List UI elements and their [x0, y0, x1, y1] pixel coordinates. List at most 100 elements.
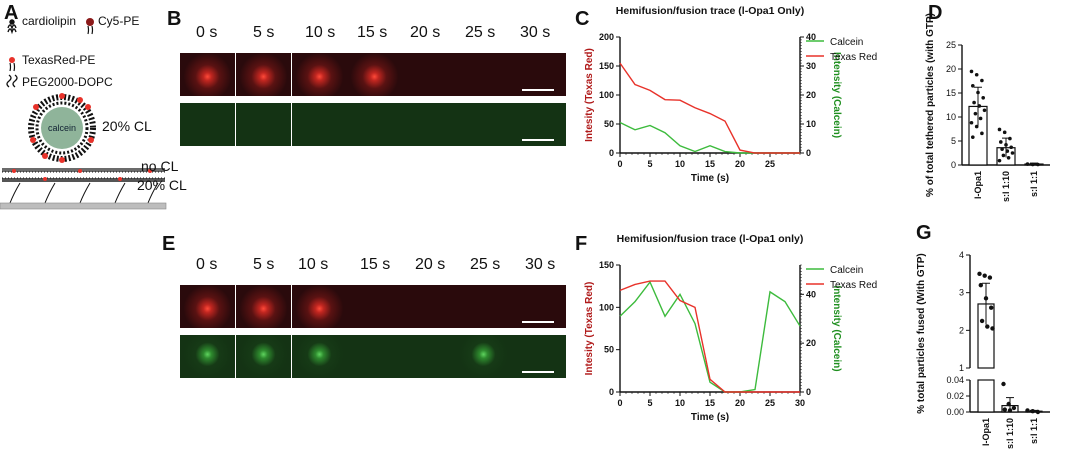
- x-tick-label: 20: [735, 159, 745, 169]
- green-channel-frame: [180, 335, 235, 378]
- series-line-texas-red: [619, 62, 800, 154]
- x-tick-label: 20: [735, 398, 745, 408]
- y-tick-label: 0: [951, 160, 956, 170]
- y-tick-label-left: 50: [604, 119, 614, 129]
- time-label: 5 s: [253, 24, 275, 41]
- peg2000-dopc-icon: [6, 74, 18, 88]
- chart-title: Hemifusion/fusion trace (l-Opa1 Only): [616, 5, 804, 17]
- y-tick-label: 10: [946, 112, 956, 122]
- red-channel-frame: [236, 53, 291, 96]
- x-category-label: s:l 1:10: [1005, 418, 1015, 449]
- y-tick-label: 25: [946, 40, 956, 50]
- red-channel-frame: [401, 285, 456, 328]
- time-label: 0 s: [196, 24, 218, 41]
- red-channel-frame: [456, 53, 511, 96]
- y-axis-label-right: Intensity (Calcein): [831, 285, 842, 371]
- data-point: [990, 326, 995, 331]
- data-point: [997, 158, 1002, 163]
- x-tick-label: 30: [795, 398, 805, 408]
- green-channel-frame: [347, 103, 402, 146]
- y-tick-label-lower: 0.00: [946, 407, 964, 417]
- green-channel-frame: [456, 335, 511, 378]
- legend-label: Texas Red: [830, 280, 877, 291]
- bilayer-label-20cl: 20% CL: [137, 177, 187, 193]
- y-tick-label-right: 10: [806, 119, 816, 129]
- data-point: [982, 273, 987, 278]
- scale-bar: [522, 139, 554, 141]
- y-tick-label-lower: 0.04: [946, 375, 964, 385]
- red-channel-frame: [180, 285, 235, 328]
- bilayer-icon: [0, 168, 167, 210]
- data-point: [989, 305, 994, 310]
- data-point: [969, 69, 974, 74]
- time-label: 20 s: [410, 24, 441, 41]
- y-axis-label-left: Intesity (Texas Red): [584, 282, 595, 376]
- time-label: 5 s: [253, 256, 275, 273]
- data-point: [1002, 407, 1007, 412]
- y-tick-label-right: 20: [806, 338, 816, 348]
- data-point: [1002, 130, 1007, 135]
- data-point: [1035, 409, 1041, 415]
- x-category-label: s:l 1:10: [1001, 171, 1011, 202]
- time-label: 10 s: [305, 24, 336, 41]
- cardiolipin-icon: [7, 19, 17, 35]
- panel-label-f: F: [575, 233, 588, 255]
- time-label: 20 s: [415, 256, 446, 273]
- y-tick-label-left: 100: [599, 90, 614, 100]
- y-axis-label-right: Intensity (Calcein): [831, 52, 842, 138]
- data-point: [997, 127, 1002, 132]
- legend-cardiolipin: cardiolipin: [22, 14, 77, 28]
- y-tick-label-right: 40: [806, 32, 816, 42]
- vesicle-core-label: calcein: [48, 123, 77, 133]
- data-point: [1030, 162, 1035, 167]
- chart-f: Hemifusion/fusion trace (l-Opa1 only) 0 5 1…: [584, 233, 877, 423]
- green-channel-frame: [347, 335, 402, 378]
- panel-label-g: G: [916, 222, 932, 244]
- data-point: [1011, 405, 1017, 411]
- scale-bar: [522, 321, 554, 323]
- red-channel-frame: [511, 53, 566, 96]
- y-axis-label-left: Intesity (Texas Red): [584, 48, 595, 142]
- red-channel-frame: [292, 53, 347, 96]
- data-point: [980, 131, 984, 136]
- x-tick-label: 5: [647, 159, 652, 169]
- time-label: 0 s: [196, 256, 218, 273]
- data-point: [982, 108, 987, 113]
- red-channel-frame: [401, 53, 456, 96]
- data-point: [1009, 145, 1013, 150]
- legend-texasred-pe: TexasRed-PE: [22, 53, 96, 67]
- green-channel-frame: [401, 335, 456, 378]
- time-label: 15 s: [360, 256, 391, 273]
- chart-c: Hemifusion/fusion trace (l-Opa1 Only) 0 5 1…: [584, 5, 877, 184]
- y-tick-label-left: 0: [609, 387, 614, 397]
- data-point: [1008, 136, 1012, 141]
- data-point: [1007, 408, 1013, 413]
- x-tick-label: 25: [765, 159, 775, 169]
- bilayer-label-no-cl: no CL: [141, 158, 179, 174]
- data-point: [978, 282, 983, 288]
- data-point: [1006, 156, 1011, 160]
- data-point: [977, 104, 982, 108]
- panel-label-c: C: [575, 8, 590, 30]
- panel-label-a: A: [4, 2, 19, 24]
- data-point: [977, 271, 982, 277]
- red-channel-frame: [292, 285, 347, 328]
- x-category-label: l-Opa1: [973, 171, 983, 199]
- x-tick-label: 0: [617, 398, 622, 408]
- data-point: [981, 96, 985, 100]
- series-line-texas-red: [619, 280, 800, 393]
- data-point: [985, 324, 990, 329]
- data-point: [999, 140, 1003, 144]
- x-category-label: s:l 1:1: [1029, 418, 1039, 444]
- chart-title: Hemifusion/fusion trace (l-Opa1 only): [617, 233, 804, 245]
- green-channel-frame: [511, 103, 566, 146]
- data-point: [980, 78, 984, 83]
- bar-lower-segment: [977, 379, 995, 413]
- y-tick-label-right: 0: [806, 148, 811, 158]
- vesicle-cl-label: 20% CL: [102, 118, 152, 134]
- data-point: [1010, 151, 1015, 155]
- legend-cy5-pe: Cy5-PE: [98, 14, 140, 28]
- red-channel-frame: [456, 285, 511, 328]
- x-tick-label: 10: [675, 159, 685, 169]
- red-channel-frame: [236, 285, 291, 328]
